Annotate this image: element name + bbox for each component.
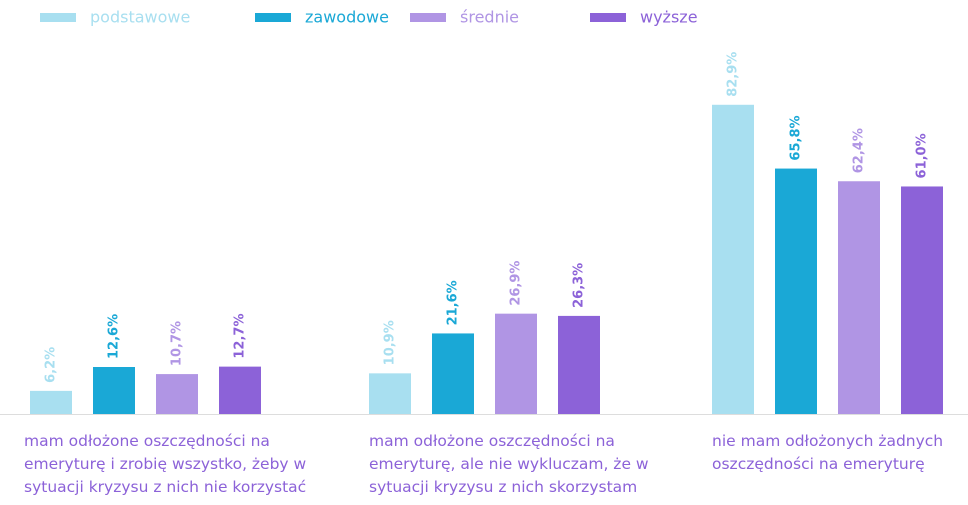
legend-swatch bbox=[590, 13, 626, 22]
legend-swatch bbox=[40, 13, 76, 22]
bar bbox=[30, 390, 72, 414]
value-label: 6,2% bbox=[44, 347, 59, 383]
bar bbox=[838, 181, 880, 414]
category-label: mam odłożone oszczędności na emeryturę, … bbox=[369, 432, 649, 496]
category-label: mam odłożone oszczędności na emeryturę i… bbox=[24, 432, 307, 496]
value-label: 10,9% bbox=[383, 320, 398, 365]
legend-swatch bbox=[410, 13, 446, 22]
bar bbox=[432, 333, 474, 414]
legend-label: wyższe bbox=[640, 8, 698, 27]
legend-label: średnie bbox=[460, 8, 519, 27]
legend-label: podstawowe bbox=[90, 8, 190, 27]
bar bbox=[901, 186, 943, 414]
bar bbox=[495, 313, 537, 414]
value-label: 26,3% bbox=[572, 263, 587, 308]
bar bbox=[558, 315, 600, 414]
bar bbox=[219, 366, 261, 414]
value-label: 65,8% bbox=[789, 115, 804, 160]
value-label: 12,7% bbox=[233, 314, 248, 359]
value-label: 21,6% bbox=[446, 280, 461, 325]
value-label: 82,9% bbox=[726, 52, 741, 97]
bar bbox=[93, 367, 135, 414]
value-label: 26,9% bbox=[509, 261, 524, 306]
bar bbox=[775, 168, 817, 414]
value-label: 10,7% bbox=[170, 321, 185, 366]
value-label: 62,4% bbox=[852, 128, 867, 173]
category-label: nie mam odłożonych żadnych oszczędności … bbox=[712, 432, 944, 473]
bar bbox=[156, 374, 198, 414]
bar bbox=[712, 104, 754, 415]
value-label: 61,0% bbox=[915, 133, 930, 178]
value-label: 12,6% bbox=[107, 314, 122, 359]
bar bbox=[369, 373, 411, 414]
legend-label: zawodowe bbox=[305, 8, 389, 27]
legend-swatch bbox=[255, 13, 291, 22]
